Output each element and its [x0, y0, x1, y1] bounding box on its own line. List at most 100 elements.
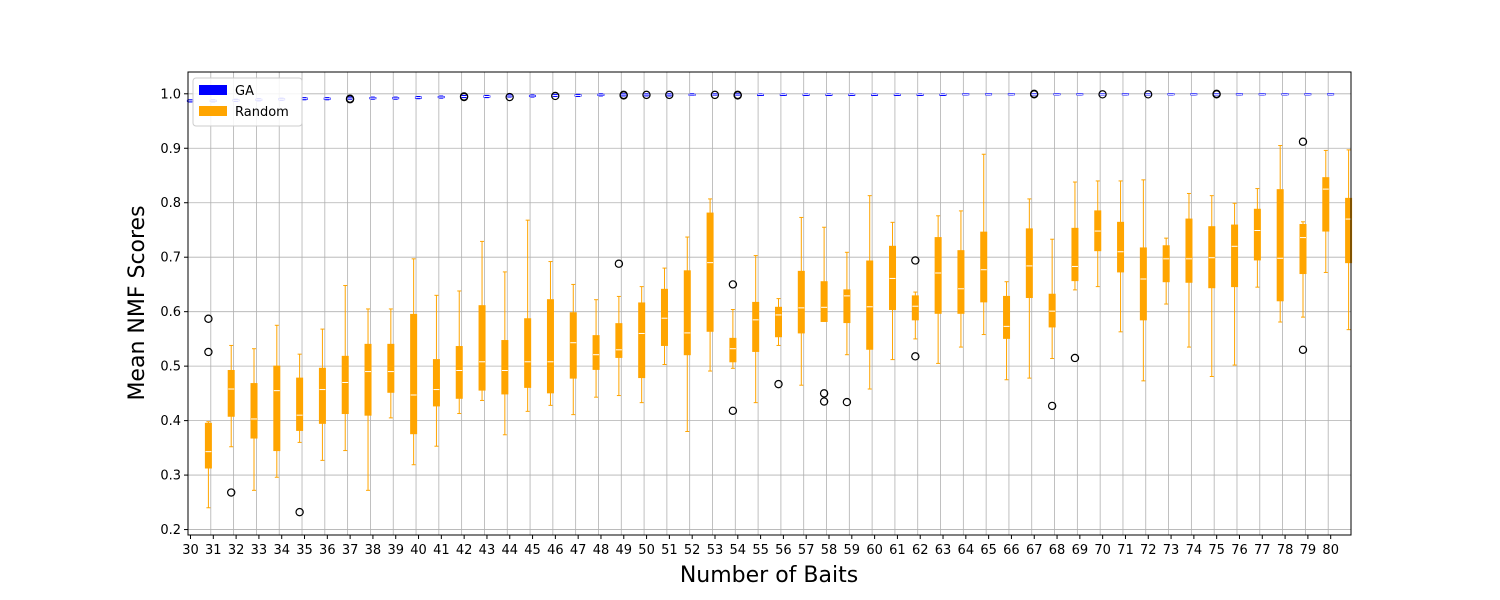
x-tick-label: 60: [866, 543, 883, 558]
x-tick-label: 55: [752, 543, 769, 558]
outlier-random-58: [842, 397, 852, 407]
box-random-59: [866, 260, 874, 350]
outlier-ga-51: [665, 90, 674, 100]
outlier-random-53: [728, 280, 738, 289]
box-random-45: [546, 299, 554, 394]
x-tick-label: 39: [387, 543, 404, 558]
outlier-ga-72: [1143, 90, 1153, 99]
box-random-46: [569, 312, 577, 379]
x-tick-label: 76: [1231, 543, 1248, 558]
box-random-76: [1253, 208, 1261, 261]
outlier-ga-42: [459, 92, 469, 101]
y-tick-label: 0.5: [160, 360, 181, 375]
outlier-random-78: [1298, 137, 1308, 146]
y-tick-label: 0.7: [160, 251, 181, 266]
x-tick-label: 53: [707, 543, 724, 558]
box-random-77: [1276, 189, 1284, 302]
x-tick-label: 78: [1277, 543, 1294, 558]
x-tick-label: 67: [1026, 543, 1043, 558]
x-tick-label: 59: [844, 543, 861, 558]
box-random-75: [1231, 224, 1239, 288]
x-tick-label: 75: [1208, 543, 1225, 558]
x-tick-label: 77: [1254, 543, 1271, 558]
x-tick-label: 49: [616, 543, 633, 558]
legend-label-random: Random: [235, 105, 289, 120]
box-random-74: [1208, 226, 1216, 289]
outlier-random-34: [295, 507, 304, 517]
x-tick-label: 69: [1072, 543, 1089, 558]
x-tick-label: 63: [935, 543, 952, 558]
y-tick-label: 0.2: [160, 523, 181, 538]
x-tick-label: 46: [547, 543, 564, 558]
x-tick-label: 50: [638, 543, 655, 558]
x-tick-label: 48: [593, 543, 610, 558]
outlier-ga-37: [345, 94, 355, 103]
outlier-random-55: [774, 379, 783, 389]
outlier-ga-67: [1029, 89, 1039, 98]
box-random-57: [820, 281, 828, 322]
box-random-38: [387, 343, 395, 393]
box-random-61: [911, 295, 919, 321]
outlier-random-57: [819, 397, 829, 406]
box-random-47: [592, 335, 600, 370]
box-random-34: [296, 377, 304, 431]
box-random-52: [706, 212, 714, 332]
x-tick-label: 32: [228, 543, 245, 558]
x-tick-label: 58: [821, 543, 838, 558]
x-tick-label: 33: [251, 543, 268, 558]
x-tick-label: 74: [1186, 543, 1203, 558]
plot-background: [188, 72, 1351, 535]
box-random-44: [524, 318, 532, 388]
y-tick-label: 0.4: [160, 414, 181, 429]
y-tick-label: 1.0: [160, 87, 181, 102]
box-random-63: [957, 250, 965, 314]
outlier-random-68: [1070, 353, 1080, 363]
x-tick-label: 64: [958, 543, 975, 558]
x-tick-label: 37: [342, 543, 359, 558]
x-tick-label: 42: [456, 543, 473, 558]
box-random-54: [752, 301, 760, 352]
x-tick-label: 43: [479, 543, 496, 558]
box-random-51: [683, 270, 691, 356]
y-tick-label: 0.9: [160, 142, 181, 157]
x-tick-label: 47: [570, 543, 587, 558]
outlier-random-57: [819, 389, 829, 398]
x-tick-label: 34: [273, 543, 290, 558]
x-tick-label: 35: [296, 543, 313, 558]
x-tick-label: 57: [798, 543, 815, 558]
outlier-random-30: [204, 347, 213, 357]
x-tick-label: 62: [912, 543, 929, 558]
x-tick-label: 51: [661, 543, 678, 558]
box-random-53: [729, 337, 737, 363]
box-random-62: [934, 237, 942, 314]
box-random-33: [273, 365, 281, 452]
outlier-random-61: [911, 352, 920, 361]
outlier-ga-50: [642, 90, 651, 100]
box-random-64: [980, 231, 988, 303]
box-random-39: [410, 313, 418, 435]
box-random-41: [455, 346, 463, 399]
box-random-40: [432, 359, 440, 407]
box-random-58: [843, 289, 851, 324]
box-random-71: [1139, 247, 1147, 321]
box-random-42: [478, 305, 486, 391]
box-random-37: [364, 343, 372, 416]
x-tick-label: 79: [1300, 543, 1317, 558]
box-random-78: [1299, 224, 1307, 275]
legend-swatch-random: [199, 106, 227, 116]
outlier-ga-70: [1098, 90, 1107, 99]
outlier-ga-46: [551, 91, 560, 101]
box-random-66: [1025, 228, 1033, 299]
x-tick-label: 73: [1163, 543, 1180, 558]
x-tick-label: 68: [1049, 543, 1066, 558]
x-tick-label: 70: [1094, 543, 1111, 558]
box-random-72: [1162, 245, 1170, 283]
outlier-random-48: [614, 259, 624, 268]
y-tick-label: 0.8: [160, 196, 181, 211]
box-random-60: [889, 245, 897, 310]
box-random-68: [1071, 227, 1079, 282]
box-random-30: [204, 422, 212, 469]
outlier-random-67: [1047, 401, 1057, 411]
x-tick-label: 54: [730, 543, 747, 558]
box-random-55: [775, 306, 782, 338]
